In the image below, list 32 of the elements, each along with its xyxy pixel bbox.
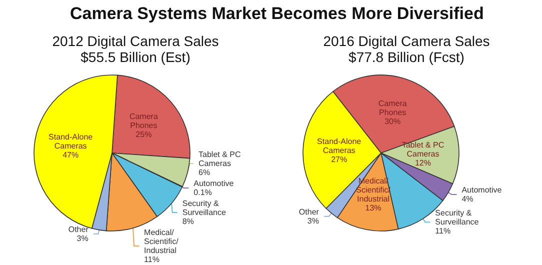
data-label: 0.1% (194, 188, 212, 197)
data-label: 3% (307, 216, 319, 226)
chart-subtitle: $77.8 Billion (Fcst) (348, 49, 464, 65)
slice-label: Stand-Alone Cameras (48, 132, 94, 151)
data-label: 30% (384, 117, 401, 126)
slice-label: Camera Phones (129, 112, 158, 130)
slice-label: Medical/Scientific/Industrial (144, 228, 180, 255)
slice-label: Other (68, 224, 89, 234)
data-label: 47% (62, 150, 79, 160)
text: Camera Systems Market Becomes More Diversified (69, 3, 485, 25)
slice-label: Automotive (462, 185, 502, 194)
data-label: 25% (136, 130, 152, 139)
data-label: 3% (76, 234, 88, 243)
data-label: 12% (414, 158, 431, 168)
chart-subtitle: $55.5 Billion (Est) (80, 49, 190, 65)
data-label: 4% (462, 194, 474, 204)
slice-label: Stand-Alone Cameras (317, 137, 362, 156)
data-label: 27% (331, 155, 348, 164)
slice-label: Automotive (194, 179, 234, 188)
data-label: 13% (365, 203, 382, 212)
data-label: 6% (198, 168, 210, 177)
slice-label: Other (298, 207, 320, 216)
slice-label: Tablet & PC Cameras (402, 140, 444, 159)
data-label: 11% (144, 255, 160, 264)
data-label: 11% (435, 226, 451, 236)
chart-title: 2016 Digital Camera Sales (323, 33, 490, 49)
slice-label: Security & Surveillance (435, 208, 480, 227)
chart-title: 2012 Digital Camera Sales (52, 33, 219, 49)
slice-label: Tablet & PC Cameras (198, 150, 241, 168)
slice-label: Security & Surveillance (182, 199, 226, 217)
data-label: 8% (182, 217, 194, 226)
slice-label: Camera Phones (378, 99, 408, 118)
